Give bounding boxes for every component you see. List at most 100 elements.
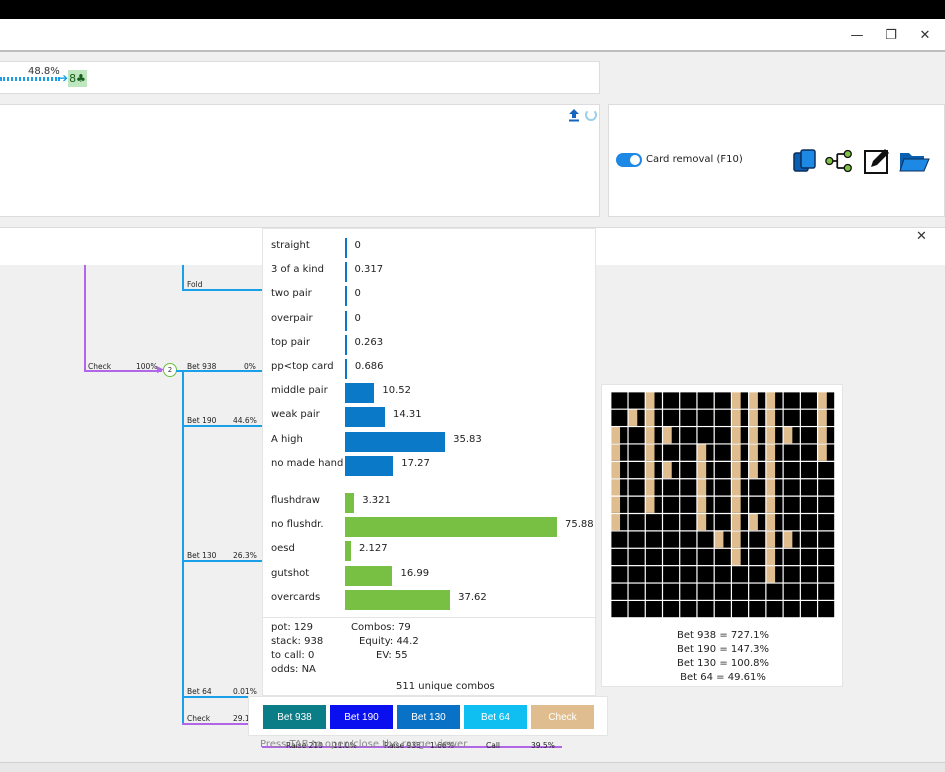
range-cell-fill (766, 513, 776, 531)
tree-bet64-label[interactable]: Bet 64 (187, 687, 212, 696)
board-card[interactable]: 8♣ (68, 70, 87, 87)
tree-check2-pct: 29.1 (233, 714, 250, 723)
tree-call-label[interactable]: Call (486, 741, 501, 750)
range-cell (783, 392, 800, 409)
hand-class-label: oesd (271, 543, 295, 555)
hand-class-row: oesd 2.127 (263, 539, 597, 562)
range-cell (731, 600, 749, 618)
range-cell (817, 583, 835, 600)
tree-bet938-label[interactable]: Bet 938 (187, 362, 217, 371)
range-cell-fill (645, 392, 655, 409)
hand-class-bar (345, 541, 351, 562)
range-cell (679, 478, 697, 496)
range-cell (697, 600, 714, 618)
card-removal-toggle[interactable] (616, 153, 642, 167)
range-cell (748, 548, 766, 566)
tree-bet938-pct: 0% (244, 362, 256, 371)
hand-class-row: A high 35.83 (263, 430, 597, 452)
edit-icon[interactable] (863, 147, 891, 175)
range-cell-fill (697, 513, 707, 531)
hand-class-bar (345, 359, 347, 379)
hand-class-row: 3 of a kind 0.317 (263, 260, 597, 283)
hand-class-value: 16.99 (400, 567, 430, 579)
range-cell-fill (714, 531, 724, 548)
range-cell-fill (817, 409, 827, 426)
stats-divider (263, 617, 597, 618)
hand-class-bar (345, 431, 446, 452)
range-cell (800, 600, 817, 618)
range-cell (817, 531, 835, 548)
range-cell (679, 496, 697, 513)
range-cell (697, 426, 714, 444)
range-cell-fill (766, 461, 776, 479)
tree-icon[interactable] (825, 147, 853, 175)
tree-check-pct: 100% (136, 362, 158, 371)
hand-class-bar (345, 238, 347, 258)
tree-raise938-label[interactable]: Raise 938 (384, 741, 421, 750)
range-cell-fill (731, 548, 741, 566)
range-cell (662, 583, 680, 600)
tree-fold-label[interactable]: Fold (187, 280, 203, 289)
range-grid[interactable] (611, 392, 835, 618)
tree-raise938-pct: 1.66% (430, 741, 454, 750)
bet-130-button[interactable]: Bet 130 (397, 705, 460, 729)
folder-icon[interactable] (898, 147, 930, 175)
range-cell-fill (645, 426, 655, 444)
tree-bet190-label[interactable]: Bet 190 (187, 416, 217, 425)
upload-icon[interactable] (567, 108, 581, 122)
range-cell (679, 461, 697, 479)
range-cell-fill (628, 409, 638, 426)
stat-unique-combos: 511 unique combos (396, 681, 495, 692)
range-cell (662, 531, 680, 548)
info-panel (0, 104, 600, 217)
range-cell (645, 600, 662, 618)
minimize-button[interactable]: — (840, 19, 874, 52)
hand-class-bar (345, 565, 393, 586)
close-window-button[interactable]: ✕ (908, 19, 942, 52)
range-cell (679, 426, 697, 444)
range-cell-fill (748, 513, 758, 531)
tools-panel: Card removal (F10) (608, 104, 945, 217)
hand-class-bar (345, 334, 347, 355)
range-cell (766, 583, 783, 600)
range-cell-fill (766, 444, 776, 461)
tree-check2-label[interactable]: Check (187, 714, 211, 723)
hand-class-value: 10.52 (382, 385, 412, 397)
range-cell (662, 444, 680, 461)
range-line-bet130: Bet 130 = 100.8% (676, 658, 770, 669)
copy-icon[interactable] (791, 147, 819, 175)
hand-class-row: top pair 0.263 (263, 333, 597, 355)
hand-class-value: 14.31 (392, 409, 422, 421)
hand-class-value: 0 (354, 312, 361, 324)
hand-class-bar (345, 455, 394, 476)
range-cell (628, 600, 645, 618)
title-bar: — ❐ ✕ (0, 19, 945, 52)
tree-check-label[interactable]: Check (88, 362, 112, 371)
close-tree-icon[interactable]: ✕ (916, 229, 927, 244)
tree-branch-line (182, 289, 262, 291)
tree-node-label: 2 (167, 366, 173, 374)
range-cell (817, 513, 835, 531)
range-cell-fill (748, 392, 758, 409)
hand-class-row: overpair 0 (263, 309, 597, 331)
tree-bet130-label[interactable]: Bet 130 (187, 551, 217, 560)
check-button[interactable]: Check (531, 705, 594, 729)
range-cell-fill (662, 461, 672, 479)
tree-branch-line (182, 696, 262, 698)
bet-190-button[interactable]: Bet 190 (330, 705, 393, 729)
hand-class-bar (345, 262, 347, 283)
range-cell (714, 426, 731, 444)
range-cell (679, 600, 697, 618)
bet-64-button[interactable]: Bet 64 (464, 705, 527, 729)
restore-button[interactable]: ❐ (874, 19, 908, 52)
range-cell (748, 600, 766, 618)
range-cell-fill (731, 392, 741, 409)
tree-node[interactable]: 2 (163, 363, 177, 377)
range-cell (662, 478, 680, 496)
bet-938-button[interactable]: Bet 938 (263, 705, 326, 729)
hand-class-label: overcards (271, 591, 321, 603)
range-cell-fill (766, 478, 776, 496)
tree-raise210-label[interactable]: Raise 210 (286, 741, 323, 750)
range-cell (679, 531, 697, 548)
range-cell (817, 548, 835, 566)
